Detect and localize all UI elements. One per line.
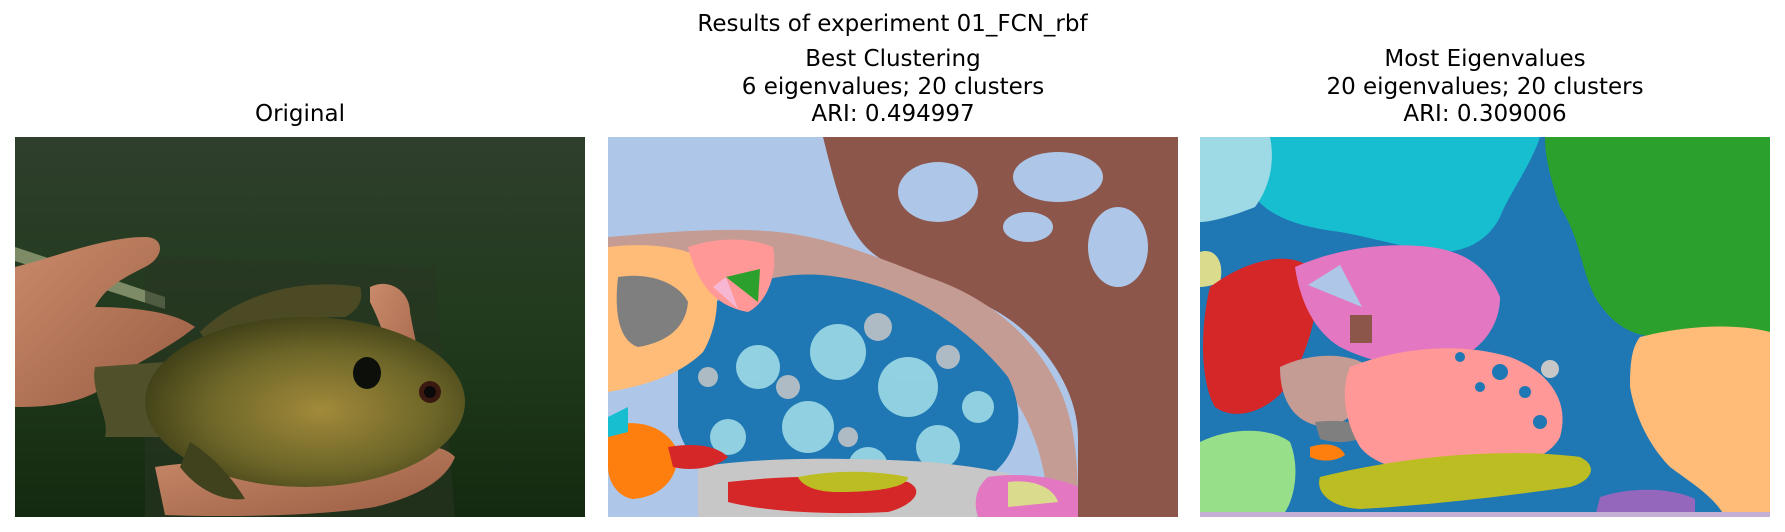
- panel-title-original-line-1: Original: [254, 101, 345, 127]
- panel-title-best-line-3: ARI: 0.494997: [811, 101, 975, 127]
- original-image: [15, 137, 585, 517]
- best-clustering-image: [608, 137, 1178, 517]
- most-eigenvalues-segmentation: [1200, 137, 1770, 517]
- panel-title-best-clustering: Best Clustering 6 eigenvalues; 20 cluste…: [608, 46, 1178, 129]
- panel-title-most-eigenvalues: Most Eigenvalues 20 eigenvalues; 20 clus…: [1200, 46, 1770, 129]
- panel-title-best-line-1: Best Clustering: [805, 46, 981, 72]
- panel-title-original: Original: [15, 101, 585, 129]
- panel-title-most-line-1: Most Eigenvalues: [1384, 46, 1586, 72]
- panel-title-most-line-2: 20 eigenvalues; 20 clusters: [1326, 73, 1644, 100]
- most-eigenvalues-image: [1200, 137, 1770, 517]
- panel-title-best-line-2: 6 eigenvalues; 20 clusters: [741, 73, 1045, 100]
- figure-title: Results of experiment 01_FCN_rbf: [697, 11, 1088, 37]
- best-clustering-segmentation: [608, 137, 1178, 517]
- fish-photo: [15, 137, 585, 517]
- panel-title-most-line-3: ARI: 0.309006: [1403, 101, 1567, 127]
